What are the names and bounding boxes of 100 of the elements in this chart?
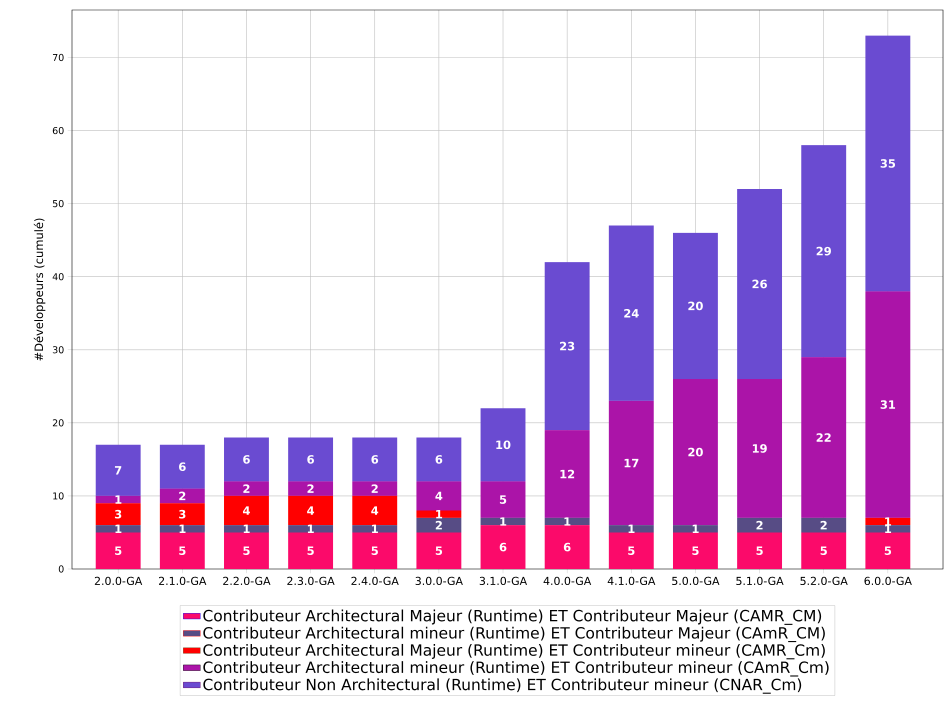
bar [160,444,205,489]
data-label: 1 [308,524,314,533]
bar [672,532,718,569]
y-tick-label: 40 [52,273,64,280]
bar [737,532,782,569]
data-label: 12 [560,470,574,478]
bar [96,444,141,496]
bar [865,532,910,569]
data-label: 4 [435,492,442,500]
legend-label: Contributeur Architectural mineur (Runtime) ET Contributeur Majeur (CAmR_CM) [203,626,825,642]
bar [544,430,590,518]
bar [288,525,334,532]
data-label: 6 [564,542,571,552]
data-label: 5 [884,546,892,555]
bar [608,400,654,526]
bar [416,532,462,569]
data-label: 1 [244,524,250,533]
bar [865,518,910,526]
data-label: 5 [500,495,506,504]
bar [352,532,398,569]
bar [96,532,141,569]
data-label: 5 [436,546,442,555]
bar [224,496,269,526]
bar [160,488,205,504]
bar [801,357,846,518]
bar [801,532,846,569]
data-label: 4 [371,506,378,515]
data-label: 6 [179,462,186,472]
bar [608,226,654,401]
bar [801,518,846,532]
data-label: 3 [179,510,186,519]
x-tick-label: 2.0.0-GA [94,576,142,586]
data-label: 2 [243,484,250,493]
data-label: 1 [372,524,378,533]
data-label: 10 [496,440,510,450]
y-tick-label: 30 [52,346,64,354]
bar [352,481,398,496]
x-tick-label: 4.0.0-GA [544,576,592,586]
y-tick-label: 70 [52,54,64,62]
data-label: 1 [436,510,442,518]
data-label: 6 [500,542,506,552]
data-label: 20 [688,448,703,456]
y-tick-label: 0 [58,565,64,573]
data-label: 29 [816,246,831,256]
data-label: 2 [308,484,314,493]
y-tick-label: 10 [53,492,64,500]
x-tick-label: 5.1.0-GA [736,576,784,586]
data-label: 5 [243,546,250,555]
bar [737,518,782,532]
data-label: 1 [115,524,122,533]
bar [416,481,462,511]
bar [608,525,654,532]
data-label: 2 [436,520,442,530]
data-label: 5 [372,546,378,555]
data-label: 35 [880,159,896,168]
bar [672,525,718,532]
data-label: 2 [179,492,186,500]
bar [801,145,846,358]
x-tick-label: 6.0.0-GA [864,576,912,586]
bar [416,437,462,482]
data-label: 1 [692,524,699,533]
data-label: 2 [372,484,378,493]
data-label: 6 [307,455,314,464]
bar [96,496,141,504]
data-label: 17 [624,458,638,468]
bar [480,525,526,569]
bar [352,525,398,532]
bar [416,510,462,518]
bar [224,481,269,496]
x-tick-label: 4.1.0-GA [608,576,656,586]
bar [608,532,654,569]
legend-label: Contributeur Non Architectural (Runtime) ET Contributeur mineur (CNAR_Cm) [203,678,802,694]
bar [288,532,334,569]
data-label: 2 [820,520,827,530]
bar [865,36,910,292]
bar [737,189,782,380]
bar [160,532,205,569]
bar [224,437,269,482]
bar [544,262,590,430]
x-tick-label: 5.0.0-GA [672,576,720,586]
data-label: 4 [242,506,250,515]
data-label: 1 [180,524,186,533]
data-label: 4 [307,506,314,515]
bar [224,525,269,532]
data-label: 5 [756,546,763,555]
data-label: 5 [308,546,314,555]
y-tick-label: 50 [52,200,64,208]
bar [160,525,205,532]
bar [480,481,526,518]
y-tick-label: 60 [52,126,64,134]
data-label: 1 [500,517,506,526]
bar [672,379,718,526]
bar [737,379,782,518]
y-axis-title: #Développeurs (cumulé) [34,218,46,361]
data-label: 24 [624,308,639,318]
bar [224,532,269,569]
x-tick-label: 2.1.0-GA [159,576,206,586]
data-label: 5 [115,546,122,555]
x-tick-label: 5.2.0-GA [800,576,848,586]
bar [544,518,590,526]
